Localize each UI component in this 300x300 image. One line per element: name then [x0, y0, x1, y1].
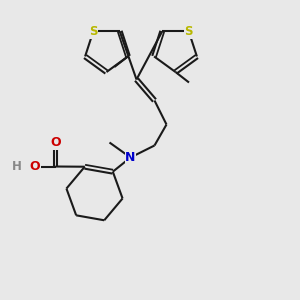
Text: S: S: [184, 25, 193, 38]
Text: H: H: [12, 160, 21, 173]
Text: S: S: [89, 25, 98, 38]
Text: O: O: [29, 160, 40, 173]
Text: N: N: [125, 151, 136, 164]
Text: O: O: [50, 136, 61, 149]
